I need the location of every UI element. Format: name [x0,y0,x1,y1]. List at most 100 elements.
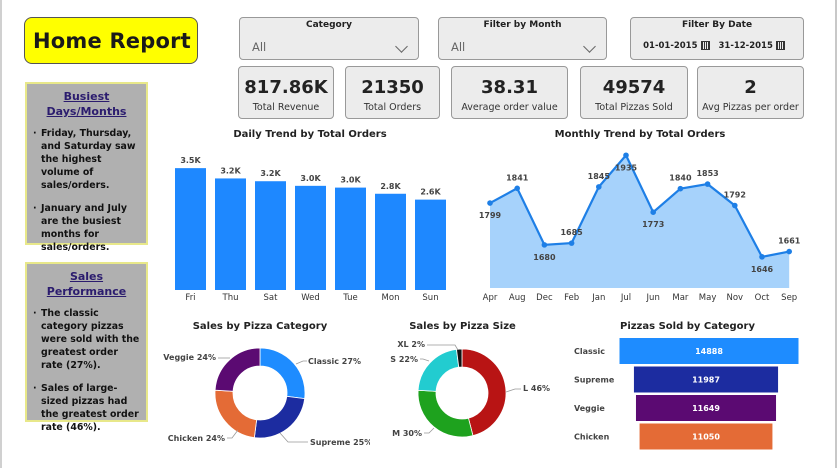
leader-line [295,360,307,365]
bar-data-label: 3.5K [180,156,201,165]
x-tick-label: Oct [755,293,770,303]
point-data-label: 1935 [615,163,638,172]
category-donut-chart: Classic 27% Supreme 25% Chicken 24% Veggie … [163,347,370,447]
calendar-icon[interactable] [700,41,710,50]
size-donut-chart: L 46% M 30% S 22% XL 2% [390,340,550,438]
slice-data-label: M 30% [392,429,422,438]
date-filter[interactable]: Filter By Date 01-01-2015 31-12-2015 [630,17,804,60]
date-filter-label: Filter By Date [681,20,753,30]
slice-l [461,348,507,437]
data-point [759,254,765,260]
point-data-label: 1680 [533,253,556,262]
daily-trend-chart: 3.5K Fri 3.2K Thu 3.2K Sat 3.0K Wed 3.0K Tue 2.8K M… [175,156,446,303]
bar-data-label: 2.6K [420,188,441,197]
x-tick-label: Mar [672,293,689,303]
bar-mon [375,193,406,290]
point-data-label: 1685 [560,228,583,237]
bar-data-label: 3.0K [300,174,321,183]
data-point [568,240,575,246]
x-tick-label: Feb [564,293,579,303]
monthly-trend-chart: 1799 Apr 1841 Aug 1680 Dec 1685 Feb 1845 Jan 1935 J… [479,152,801,303]
slice-s [417,348,460,392]
point-data-label: 1646 [751,265,774,274]
bar-data-label: 2.8K [380,182,401,191]
note-item: January and July are the busiest months … [33,202,140,254]
month-filter-label: Filter by Month [483,20,562,30]
kpi-total-revenue: 817.86K Total Revenue [238,66,334,119]
chevron-down-icon[interactable] [395,40,408,53]
funnel-data-label: 11050 [692,433,720,442]
kpi-value: 2 [744,77,757,98]
trend-line [489,153,790,259]
kpi-average-order-value: 38.31 Average order value [451,66,568,119]
funnel-bar-chicken [639,423,773,450]
bar-wed [295,185,326,290]
x-tick-label: Sep [781,293,797,303]
month-filter-value[interactable]: All [451,40,466,54]
funnel-category-label: Classic [574,347,605,356]
funnel-bar-classic [619,338,799,364]
category-filter[interactable]: Category All [239,17,419,60]
sales-performance-note: Sales Performance The classic category p… [25,262,148,433]
start-date-input[interactable]: 01-01-2015 [643,41,698,51]
kpi-avg-pizzas-per-order: 2 Avg Pizzas per order [697,66,804,119]
right-scrollbar[interactable] [835,0,837,468]
x-tick-label: Sat [264,293,279,303]
data-point [732,202,738,209]
bar-fri [175,168,206,290]
left-edge-divider [0,0,2,468]
x-tick-label: Fri [185,293,195,303]
slice-chicken [214,389,258,439]
data-point [514,185,520,192]
note-title: Sales Performance [46,270,127,298]
slice-data-label: Supreme 25% [310,438,370,447]
calendar-icon[interactable] [775,41,785,50]
kpi-total-orders: 21350 Total Orders [345,66,440,119]
category-donut-title: Sales by Pizza Category [192,321,328,332]
busiest-days-note: Busiest Days/Months Friday, Thursday, an… [25,82,148,253]
kpi-value: 817.86K [244,77,328,98]
slice-data-label: Chicken 24% [168,434,225,443]
x-tick-label: Apr [483,293,498,303]
slice-m [417,389,474,438]
monthly-trend-title: Monthly Trend by Total Orders [554,129,726,140]
kpi-label: Average order value [461,102,558,113]
data-point [704,181,711,187]
funnel-data-label: 11987 [692,376,720,385]
point-data-label: 1853 [696,169,718,178]
chevron-down-icon[interactable] [583,40,596,53]
size-donut-title: Sales by Pizza Size [409,321,516,332]
bar-tue [335,187,366,290]
funnel-data-label: 11649 [692,404,720,413]
daily-trend-title: Daily Trend by Total Orders [233,129,387,140]
slice-xl [456,348,463,368]
bar-data-label: 3.0K [340,176,361,185]
category-filter-value[interactable]: All [252,40,267,54]
x-tick-label: Tue [342,293,358,303]
leader-line [279,432,308,443]
bar-sat [255,181,286,290]
end-date-input[interactable]: 31-12-2015 [718,41,773,51]
slice-supreme [253,395,306,439]
x-tick-label: Jul [620,293,631,303]
funnel-bar-supreme [633,366,779,393]
point-data-label: 1841 [506,173,529,182]
kpi-value: 49574 [602,77,666,98]
kpi-total-pizzas-sold: 49574 Total Pizzas Sold [580,66,688,119]
data-point [786,248,792,255]
x-tick-label: Jun [646,293,660,303]
bar-sun [415,199,446,290]
data-point [487,200,493,206]
x-tick-label: Thu [222,293,239,303]
point-data-label: 1661 [778,237,801,246]
x-tick-label: Mon [382,293,400,303]
slice-data-label: Classic 27% [308,357,361,366]
report-title-box: Home Report [24,17,198,64]
data-point [623,152,629,159]
x-tick-label: May [699,293,717,303]
leader-line [505,388,521,393]
slice-data-label: S 22% [390,355,418,364]
note-title: Busiest Days/Months [46,90,127,118]
funnel-category-label: Veggie [574,404,605,413]
month-filter[interactable]: Filter by Month All [438,17,607,60]
